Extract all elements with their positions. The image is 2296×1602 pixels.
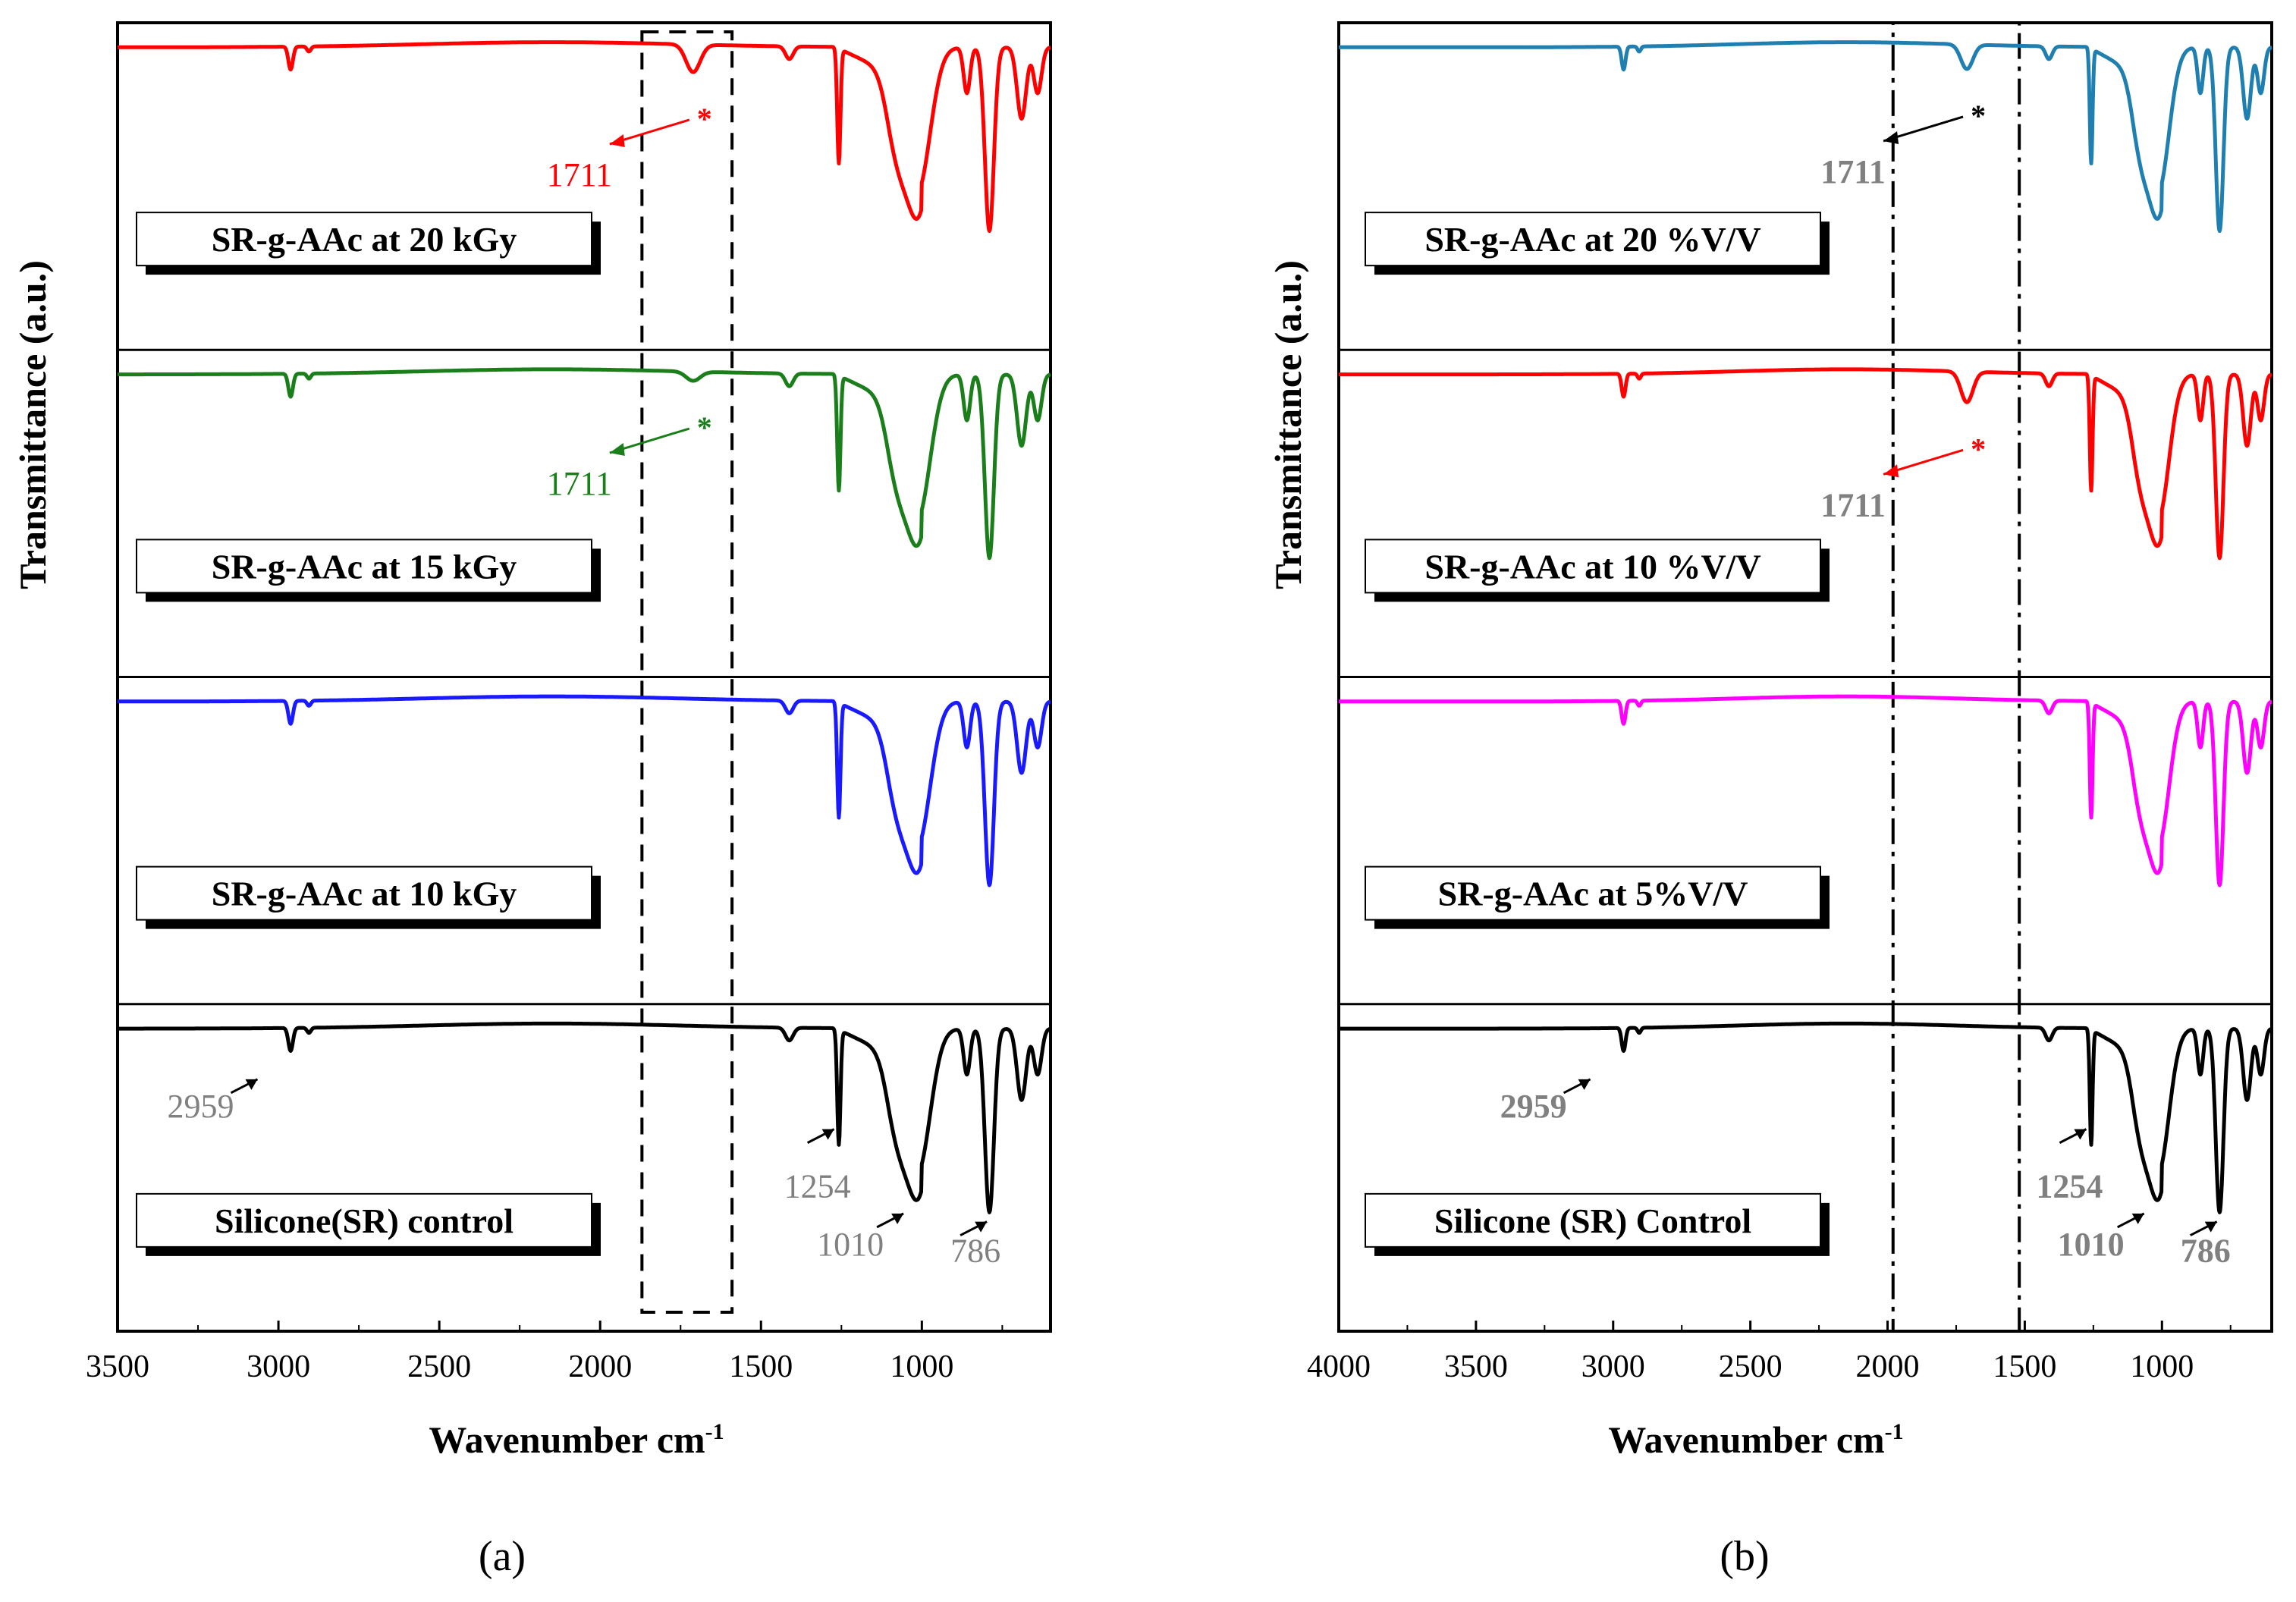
legend-box bbox=[136, 539, 592, 594]
series-line bbox=[116, 40, 1052, 233]
peak-label: 1254 bbox=[2036, 1168, 2103, 1205]
peak-label: 2959 bbox=[167, 1088, 234, 1125]
peak-arrow-head bbox=[2131, 1213, 2144, 1224]
legend-box bbox=[1365, 212, 1821, 267]
series-line bbox=[1337, 1021, 2273, 1214]
peak-arrow-head bbox=[975, 1221, 988, 1233]
peak-label: 786 bbox=[950, 1233, 1000, 1270]
legend-label: SR-g-AAc at 10 %V/V bbox=[1424, 547, 1760, 586]
x-tick-label: 1500 bbox=[1993, 1349, 2056, 1384]
legend-box bbox=[136, 865, 592, 921]
x-tick-label: 3500 bbox=[1444, 1349, 1508, 1384]
peak-label: 1711 bbox=[1820, 153, 1886, 190]
legend-label: SR-g-AAc at 10 kGy bbox=[212, 875, 517, 913]
x-tick-label: 2000 bbox=[568, 1349, 632, 1384]
peak-arrow-head bbox=[821, 1129, 834, 1140]
x-tick-label: 3000 bbox=[1581, 1349, 1645, 1384]
x-tick-label: 1000 bbox=[2130, 1349, 2194, 1384]
peak-label: 786 bbox=[2181, 1233, 2231, 1270]
peak-star-marker: * bbox=[697, 102, 712, 136]
peak-label: 1711 bbox=[547, 156, 612, 193]
peak-label: 1254 bbox=[784, 1168, 851, 1205]
panel-b-caption: (b) bbox=[1720, 1533, 1769, 1580]
legend-label: SR-g-AAc at 5%V/V bbox=[1438, 875, 1748, 913]
panel-b: Transmittance (a.u.) Wavenumber cm-1 (b)… bbox=[1267, 21, 2273, 1580]
peak-star-marker: * bbox=[1971, 99, 1986, 133]
legend-box bbox=[1365, 1192, 1821, 1248]
peak-arrow-head bbox=[245, 1079, 258, 1090]
peak-label: 1010 bbox=[817, 1226, 884, 1263]
x-tick-label: 2000 bbox=[1856, 1349, 1920, 1384]
peak-label: 1711 bbox=[1820, 486, 1886, 523]
panel-a-ylabel: Transmittance (a.u.) bbox=[11, 260, 54, 589]
legend-label: SR-g-AAc at 20 %V/V bbox=[1424, 220, 1760, 259]
peak-arrow-head bbox=[891, 1213, 904, 1224]
peak-label: 1711 bbox=[547, 465, 612, 502]
legend-label: SR-g-AAc at 15 kGy bbox=[212, 547, 517, 586]
x-tick-label: 3000 bbox=[247, 1349, 310, 1384]
x-tick-label: 2500 bbox=[407, 1349, 471, 1384]
x-tick-label: 1000 bbox=[890, 1349, 953, 1384]
peak-label: 2959 bbox=[1500, 1088, 1567, 1125]
panel-b-ylabel: Transmittance (a.u.) bbox=[1267, 260, 1309, 589]
legend-box bbox=[136, 212, 592, 267]
panel-a-xlabel: Wavenumber cm-1 bbox=[429, 1418, 724, 1461]
x-tick-label: 4000 bbox=[1307, 1349, 1371, 1384]
legend-label: SR-g-AAc at 20 kGy bbox=[212, 220, 517, 259]
peak-arrow-head bbox=[2204, 1221, 2217, 1233]
x-tick-label: 1500 bbox=[729, 1349, 793, 1384]
series-line bbox=[116, 694, 1052, 887]
x-tick-label: 2500 bbox=[1719, 1349, 1782, 1384]
peak-arrow-head bbox=[2074, 1129, 2087, 1140]
peak-arrow-head bbox=[1883, 464, 1899, 478]
series-line bbox=[1337, 367, 2273, 561]
legend-box bbox=[1365, 865, 1821, 921]
legend-label: Silicone(SR) control bbox=[215, 1202, 514, 1240]
legend-box bbox=[1365, 539, 1821, 594]
legend-label: Silicone (SR) Control bbox=[1434, 1202, 1751, 1240]
peak-arrow-head bbox=[1578, 1079, 1591, 1090]
peak-arrow-head bbox=[609, 134, 625, 147]
panel-a-caption: (a) bbox=[479, 1533, 526, 1580]
peak-star-marker: * bbox=[697, 410, 712, 444]
peak-arrow-head bbox=[1883, 130, 1899, 144]
legend-box bbox=[136, 1192, 592, 1248]
peak-star-marker: * bbox=[1971, 432, 1986, 466]
peak-arrow-head bbox=[609, 443, 625, 457]
panel-a: Transmittance (a.u.) Wavenumber cm-1 (a)… bbox=[11, 21, 1052, 1580]
x-tick-label: 3500 bbox=[86, 1349, 149, 1384]
series-line bbox=[116, 1021, 1052, 1214]
peak-label: 1010 bbox=[2058, 1226, 2125, 1263]
highlight-region-b bbox=[1891, 21, 2021, 1333]
panel-b-xlabel: Wavenumber cm-1 bbox=[1608, 1418, 1903, 1461]
series-line bbox=[1337, 694, 2273, 887]
series-line bbox=[116, 367, 1052, 561]
series-line bbox=[1337, 40, 2273, 233]
